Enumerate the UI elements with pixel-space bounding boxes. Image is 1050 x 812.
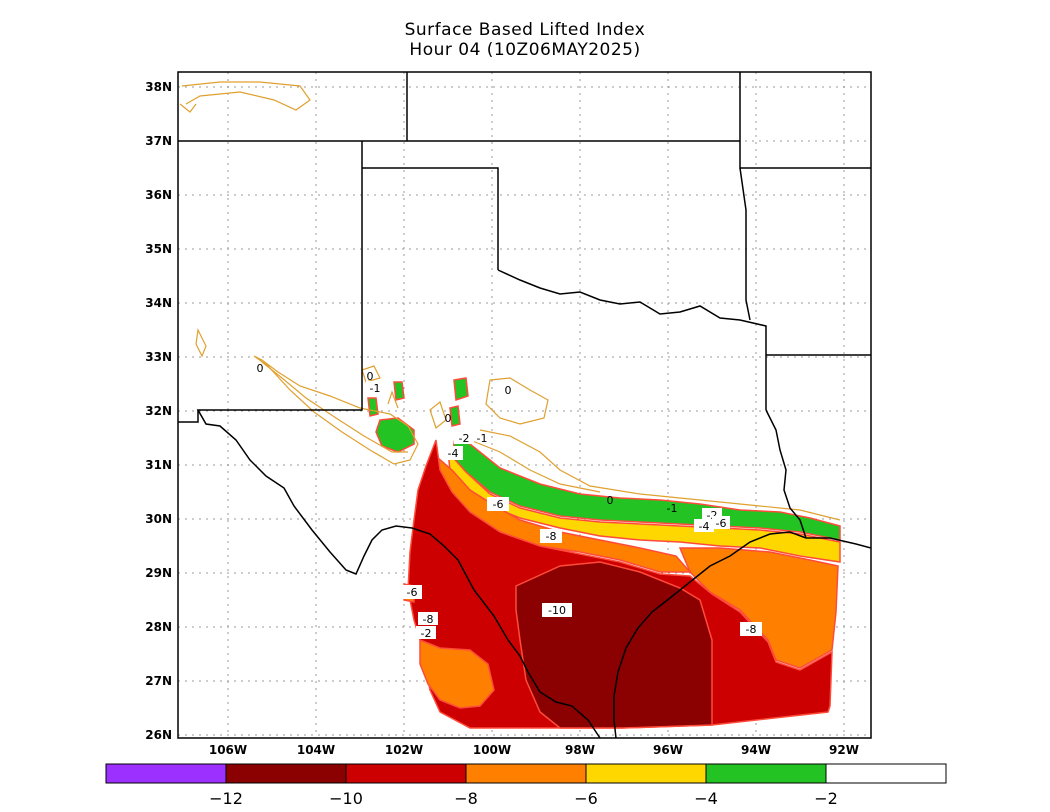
- missouri-arkansas-border: [739, 72, 871, 169]
- colorbar-tick-label: −10: [329, 789, 363, 808]
- lon-label: 98W: [565, 743, 595, 757]
- li-fill-orange-east: [678, 547, 839, 669]
- contour-label: 0: [505, 384, 512, 397]
- lat-label: 34N: [145, 296, 172, 310]
- map-title: Surface Based Lifted Index: [404, 20, 646, 40]
- longitude-labels: 106W 104W 102W 100W 98W 96W 94W 92W: [209, 743, 859, 757]
- colorbar-ticks: −12 −10 −8 −6 −4 −2: [209, 789, 838, 808]
- contour-label: -4: [448, 447, 459, 460]
- li-fill-green-blob2: [367, 397, 379, 417]
- lon-label: 102W: [385, 743, 423, 757]
- contour-label: 0: [607, 494, 614, 507]
- colorbar-tick-label: −6: [574, 789, 598, 808]
- contour-label: -2: [421, 627, 432, 640]
- colorbar-swatch: [345, 763, 467, 784]
- lon-label: 104W: [297, 743, 335, 757]
- contour-label: 0: [367, 370, 374, 383]
- lat-label: 33N: [145, 350, 172, 364]
- li-outline-contours: [179, 81, 841, 521]
- new-mexico-west: [178, 410, 199, 423]
- lat-label: 37N: [145, 134, 172, 148]
- lat-label: 26N: [145, 728, 172, 742]
- lat-label: 29N: [145, 566, 172, 580]
- colorbar-tick-label: −2: [814, 789, 838, 808]
- colorbar-tick-label: −12: [209, 789, 243, 808]
- colorbar-swatch: [105, 763, 227, 784]
- state-boundaries: [178, 72, 871, 738]
- contour-label: -6: [407, 586, 418, 599]
- map-frame: [177, 71, 872, 739]
- colorbar-swatch: [825, 763, 947, 784]
- lat-label: 27N: [145, 674, 172, 688]
- colorbar-swatch: [465, 763, 587, 784]
- contour-label: -8: [546, 530, 557, 543]
- li-fill-orange-sw: [419, 638, 495, 709]
- latitude-labels: 38N 37N 36N 35N 34N 33N 32N 31N 30N 29N …: [145, 80, 172, 742]
- lon-label: 94W: [741, 743, 771, 757]
- lat-label: 30N: [145, 512, 172, 526]
- li-fill-green-blob5: [449, 405, 461, 427]
- li-fill-green-blob3: [393, 381, 405, 401]
- lon-label: 106W: [209, 743, 247, 757]
- colorbar-tick-label: −8: [454, 789, 478, 808]
- lon-label: 96W: [653, 743, 683, 757]
- colorbar-swatch: [585, 763, 707, 784]
- lat-label: 36N: [145, 188, 172, 202]
- contour-label: -2: [459, 432, 470, 445]
- louisiana-coast: [806, 537, 871, 549]
- colorbar-swatch: [225, 763, 347, 784]
- contour-label: -1: [370, 382, 381, 395]
- contour-label: -6: [493, 498, 504, 511]
- contour-labels: 0 0 -1 0 0 -2 -1 -4 0 -6 -1 -2 -4 -6 -8 …: [257, 362, 762, 640]
- li-fill-green-blob1: [375, 417, 415, 453]
- lat-label: 31N: [145, 458, 172, 472]
- lat-label: 28N: [145, 620, 172, 634]
- li-fill-yellow: [446, 449, 841, 563]
- li-fill-regions: [367, 377, 841, 729]
- texas-louisiana-border: [765, 409, 807, 539]
- lat-label: 32N: [145, 404, 172, 418]
- colorbar-swatch: [705, 763, 827, 784]
- lat-label: 38N: [145, 80, 172, 94]
- contour-label: -10: [548, 604, 566, 617]
- contour-label: -6: [716, 517, 727, 530]
- colorbar-tick-label: −4: [694, 789, 718, 808]
- contour-label: -8: [423, 613, 434, 626]
- contour-label: -2: [707, 509, 718, 522]
- map-subtitle: Hour 04 (10Z06MAY2025): [409, 40, 641, 60]
- colorbar: [105, 763, 947, 784]
- contour-label: 0: [257, 362, 264, 375]
- contour-label: -1: [477, 432, 488, 445]
- contour-label: 0: [445, 412, 452, 425]
- lon-label: 92W: [829, 743, 859, 757]
- contour-label: -8: [746, 623, 757, 636]
- contour-label: -4: [699, 520, 710, 533]
- lon-label: 100W: [473, 743, 511, 757]
- arkansas-oklahoma-east: [739, 167, 751, 321]
- gulf-coast: [613, 531, 807, 738]
- red-river-border: [497, 269, 767, 410]
- contour-label: -1: [667, 502, 678, 515]
- lat-label: 35N: [145, 242, 172, 256]
- texas-panhandle-north: [362, 167, 499, 270]
- nm-texas-border: [196, 168, 601, 738]
- li-fill-green-blob4: [453, 377, 469, 402]
